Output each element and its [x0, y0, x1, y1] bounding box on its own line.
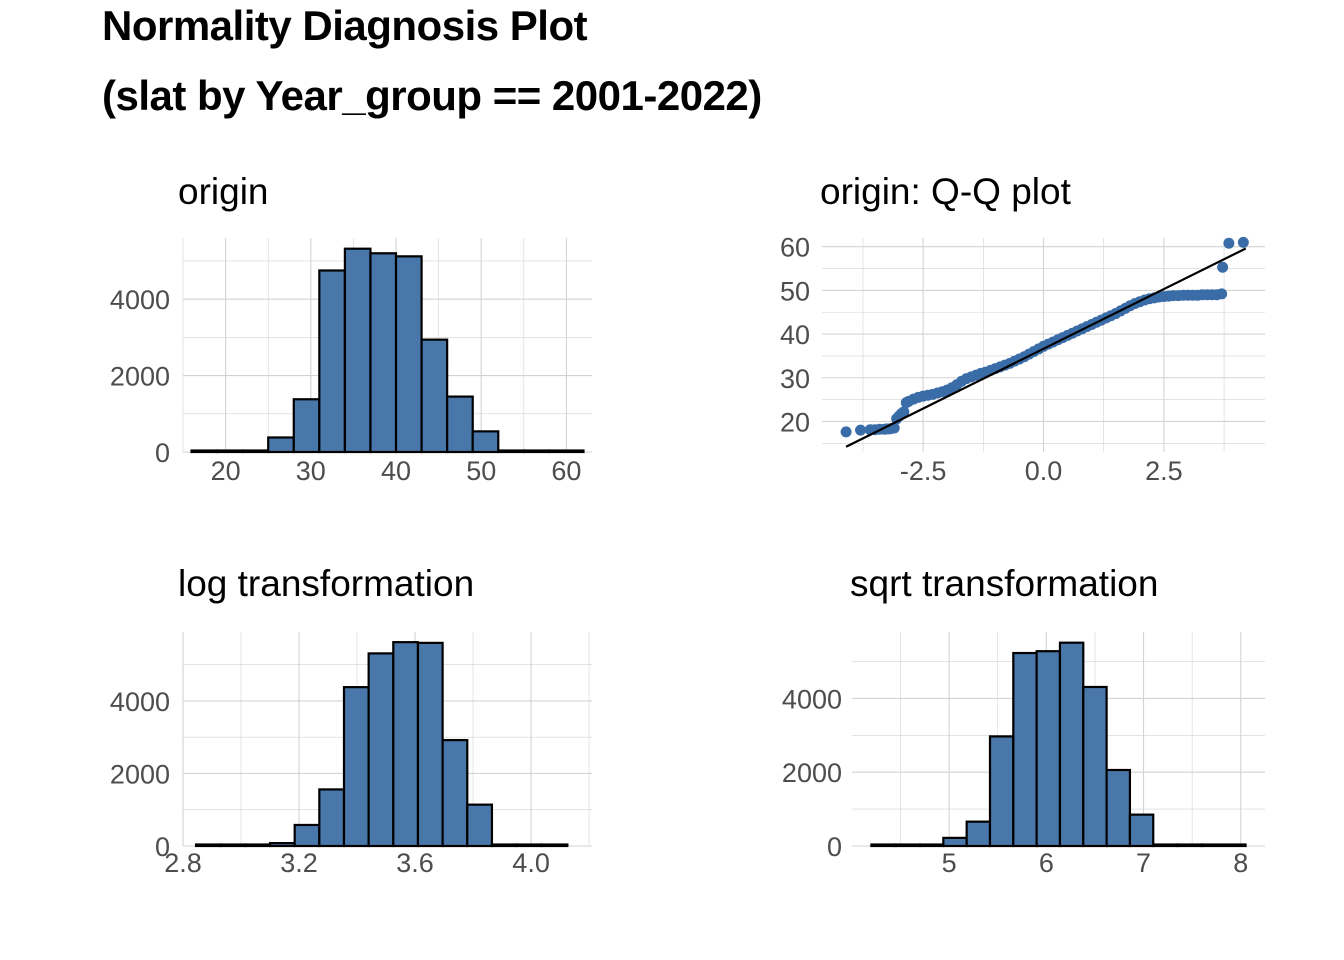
y-tick-label: 2000 [110, 759, 170, 789]
qq-point [1237, 236, 1249, 248]
panel-title: origin [178, 171, 269, 212]
x-tick-label: 3.6 [396, 848, 434, 878]
y-tick-label: 4000 [110, 285, 170, 315]
histogram-bar [194, 843, 222, 848]
histogram-bar [293, 823, 321, 848]
histogram-bar [244, 843, 272, 848]
histogram-bar [190, 449, 219, 454]
x-tick-label: 50 [466, 456, 496, 486]
x-tick-label: 7 [1136, 848, 1151, 878]
histogram-bar [988, 735, 1015, 848]
histogram-bar [1200, 843, 1247, 848]
histogram-bar [548, 449, 585, 454]
x-tick-label: 4.0 [512, 848, 550, 878]
x-tick-label: 8 [1233, 848, 1248, 878]
qq-point [898, 406, 910, 418]
qq-point [855, 424, 867, 436]
x-tick-label: -2.5 [900, 456, 947, 486]
y-tick-label: 60 [780, 233, 810, 263]
histogram-bar [367, 652, 395, 848]
qq-point [1216, 288, 1228, 300]
y-tick-label: 40 [780, 320, 810, 350]
panel-title: origin: Q-Q plot [820, 171, 1072, 212]
y-tick-label: 0 [155, 438, 170, 468]
histogram-bar [965, 820, 992, 848]
histogram-bar [1176, 843, 1203, 848]
histogram-bar [292, 398, 321, 454]
histogram-bar [1035, 650, 1062, 848]
histogram-bar [540, 843, 569, 848]
y-tick-label: 20 [780, 407, 810, 437]
x-tick-label: 5 [942, 848, 957, 878]
qq-point [1223, 237, 1235, 249]
qq-point [1217, 261, 1229, 273]
histogram-bar [441, 738, 469, 848]
y-tick-label: 50 [780, 276, 810, 306]
qq-reference-line [845, 247, 1247, 448]
x-tick-label: 2.5 [1145, 456, 1183, 486]
x-tick-label: 3.2 [280, 848, 318, 878]
histogram-bar [1082, 685, 1108, 848]
histogram-bar [342, 686, 370, 848]
histogram-bar [522, 449, 551, 454]
panel-1: 0 2000 4000 20 30 40 50 60 origin [110, 171, 592, 486]
y-tick-label: 4000 [782, 684, 842, 714]
histogram-bar [420, 338, 449, 454]
histogram-bar [894, 843, 922, 848]
x-tick-label: 60 [551, 456, 581, 486]
histogram-bar [369, 252, 398, 454]
y-tick-label: 2000 [110, 362, 170, 392]
histogram-bar [394, 255, 423, 454]
histogram-bar [215, 449, 244, 454]
histogram-bar [1058, 641, 1085, 848]
histogram-bar [416, 641, 444, 848]
histogram-bar [1105, 768, 1132, 848]
x-tick-label: 30 [296, 456, 326, 486]
histogram-bar [318, 269, 346, 454]
histogram-bar [446, 395, 474, 454]
histogram-bar [241, 449, 270, 454]
histogram-bar [870, 843, 897, 848]
histogram-bar [1152, 843, 1179, 848]
figure-title-line1: Normality Diagnosis Plot [102, 2, 588, 49]
x-tick-label: 20 [211, 456, 241, 486]
y-tick-label: 2000 [782, 758, 842, 788]
x-tick-label: 6 [1039, 848, 1054, 878]
histogram-bar [1128, 813, 1155, 848]
histogram-bar [268, 841, 296, 848]
histogram-bar [515, 843, 543, 848]
histogram-bar [343, 247, 372, 454]
panel-3: 0 2000 4000 2.8 3.2 3.6 4.0 log transformation [110, 563, 592, 878]
histogram-bar [497, 449, 525, 454]
panel-title: log transformation [178, 563, 474, 604]
histogram-bar [918, 843, 945, 848]
histogram-bar [466, 803, 494, 848]
histogram-bar [942, 836, 968, 848]
panel-2: 20 30 40 50 60 -2.5 0.0 2.5 origin: Q-Q plot [780, 171, 1265, 486]
panel-title: sqrt transformation [850, 563, 1158, 604]
y-tick-label: 30 [780, 364, 810, 394]
y-tick-label: 4000 [110, 687, 170, 717]
figure-title-line2: (slat by Year_group == 2001-2022) [102, 72, 762, 119]
qq-point [840, 426, 852, 438]
histogram-bar [471, 430, 500, 454]
histogram-bar [267, 436, 295, 454]
histogram-bar [392, 641, 420, 848]
x-tick-label: 0.0 [1025, 456, 1063, 486]
histogram-bar [219, 843, 247, 848]
histogram-bar [490, 843, 518, 848]
y-tick-label: 0 [155, 832, 170, 862]
y-tick-label: 0 [827, 832, 842, 862]
panel-4: 0 2000 4000 5 6 7 8 sqrt transformation [782, 563, 1265, 878]
histogram-bar [1012, 651, 1038, 848]
x-tick-label: 40 [381, 456, 411, 486]
histogram-bar [318, 788, 346, 848]
x-tick-label: 2.8 [164, 848, 202, 878]
